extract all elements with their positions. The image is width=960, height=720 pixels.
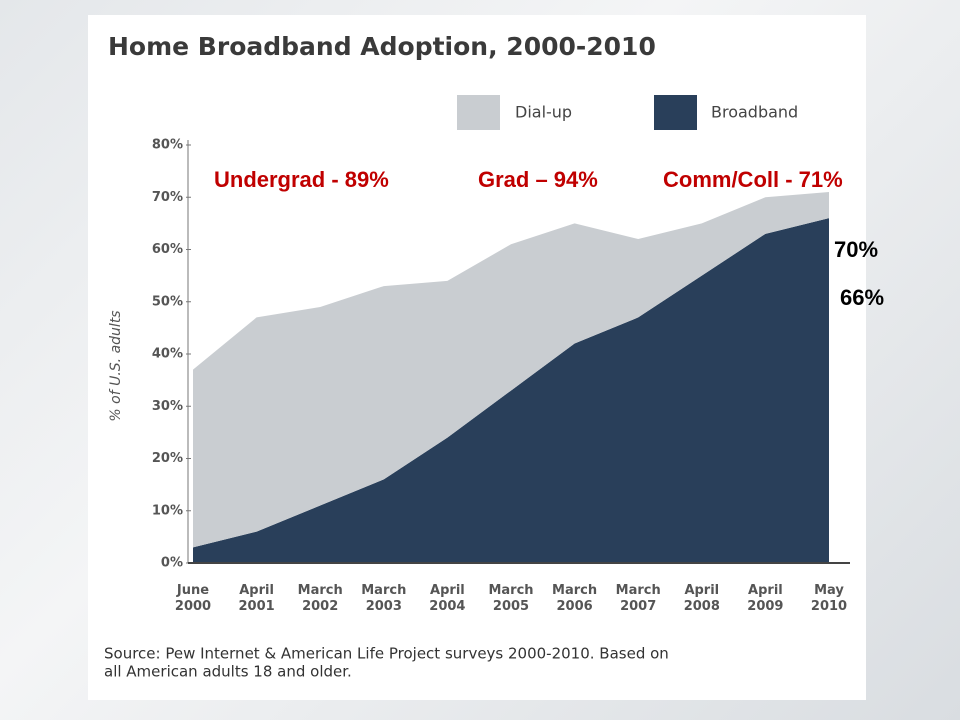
x-tick-label-line: 2008 [684, 599, 720, 614]
x-tick-label: March 2007 [616, 583, 661, 614]
annotation: Comm/Coll - 71% [663, 167, 843, 192]
x-tick-label: May 2010 [811, 583, 847, 614]
x-tick-label: April 2008 [684, 583, 720, 614]
x-tick-label: March 2006 [552, 583, 597, 614]
x-tick-label-line: 2006 [557, 599, 593, 614]
annotation: 66% [840, 285, 884, 310]
y-tick-label: 40% [152, 347, 183, 362]
annotation: 70% [834, 237, 878, 262]
x-tick-label-line: 2002 [302, 599, 338, 614]
x-tick-label-line: March [616, 583, 661, 598]
x-tick-label: April 2009 [747, 583, 783, 614]
x-tick-label-line: March [298, 583, 343, 598]
x-tick-label: March 2003 [361, 583, 406, 614]
x-tick-label-line: 2003 [366, 599, 402, 614]
x-tick-label-line: April [748, 583, 783, 598]
x-tick-label: March 2005 [488, 583, 533, 614]
x-tick-label-line: May [814, 583, 844, 598]
source-note: all American adults 18 and older. [104, 663, 352, 681]
x-tick-label-line: 2004 [429, 599, 465, 614]
y-tick-label: 10% [152, 503, 183, 518]
x-tick-label-line: March [488, 583, 533, 598]
y-tick-label: 0% [161, 556, 183, 571]
source-note: Source: Pew Internet & American Life Pro… [104, 645, 669, 663]
x-tick-label-line: March [361, 583, 406, 598]
x-tick-label-line: June [176, 583, 209, 598]
y-tick-label: 20% [152, 451, 183, 466]
area [193, 192, 829, 548]
x-tick-label-line: 2009 [747, 599, 783, 614]
x-tick-label: April 2001 [239, 583, 275, 614]
x-tick-label-line: April [239, 583, 274, 598]
x-tick-label-line: 2007 [620, 599, 656, 614]
y-tick-label: 50% [152, 294, 183, 309]
x-tick-label-line: 2000 [175, 599, 211, 614]
annotation: Undergrad - 89% [214, 167, 389, 192]
x-tick-label: March 2002 [298, 583, 343, 614]
legend-label: Broadband [711, 103, 798, 122]
legend-label: Dial-up [515, 103, 572, 122]
y-tick-label: 60% [152, 242, 183, 257]
x-tick-label: June 2000 [175, 583, 211, 614]
x-tick-label: April 2004 [429, 583, 465, 614]
legend-swatch [457, 95, 500, 130]
y-tick-label: 30% [152, 399, 183, 414]
x-tick-label-line: 2005 [493, 599, 529, 614]
x-tick-label-line: 2001 [239, 599, 275, 614]
x-tick-label-line: April [430, 583, 465, 598]
legend-swatch [654, 95, 697, 130]
chart-title: Home Broadband Adoption, 2000-2010 [108, 32, 656, 61]
y-tick-label: 70% [152, 190, 183, 205]
x-tick-label-line: 2010 [811, 599, 847, 614]
x-tick-label-line: April [684, 583, 719, 598]
y-axis-label: % of U.S. adults [108, 310, 124, 421]
annotation: Grad – 94% [478, 167, 598, 192]
y-tick-label: 80% [152, 138, 183, 153]
x-tick-label-line: March [552, 583, 597, 598]
